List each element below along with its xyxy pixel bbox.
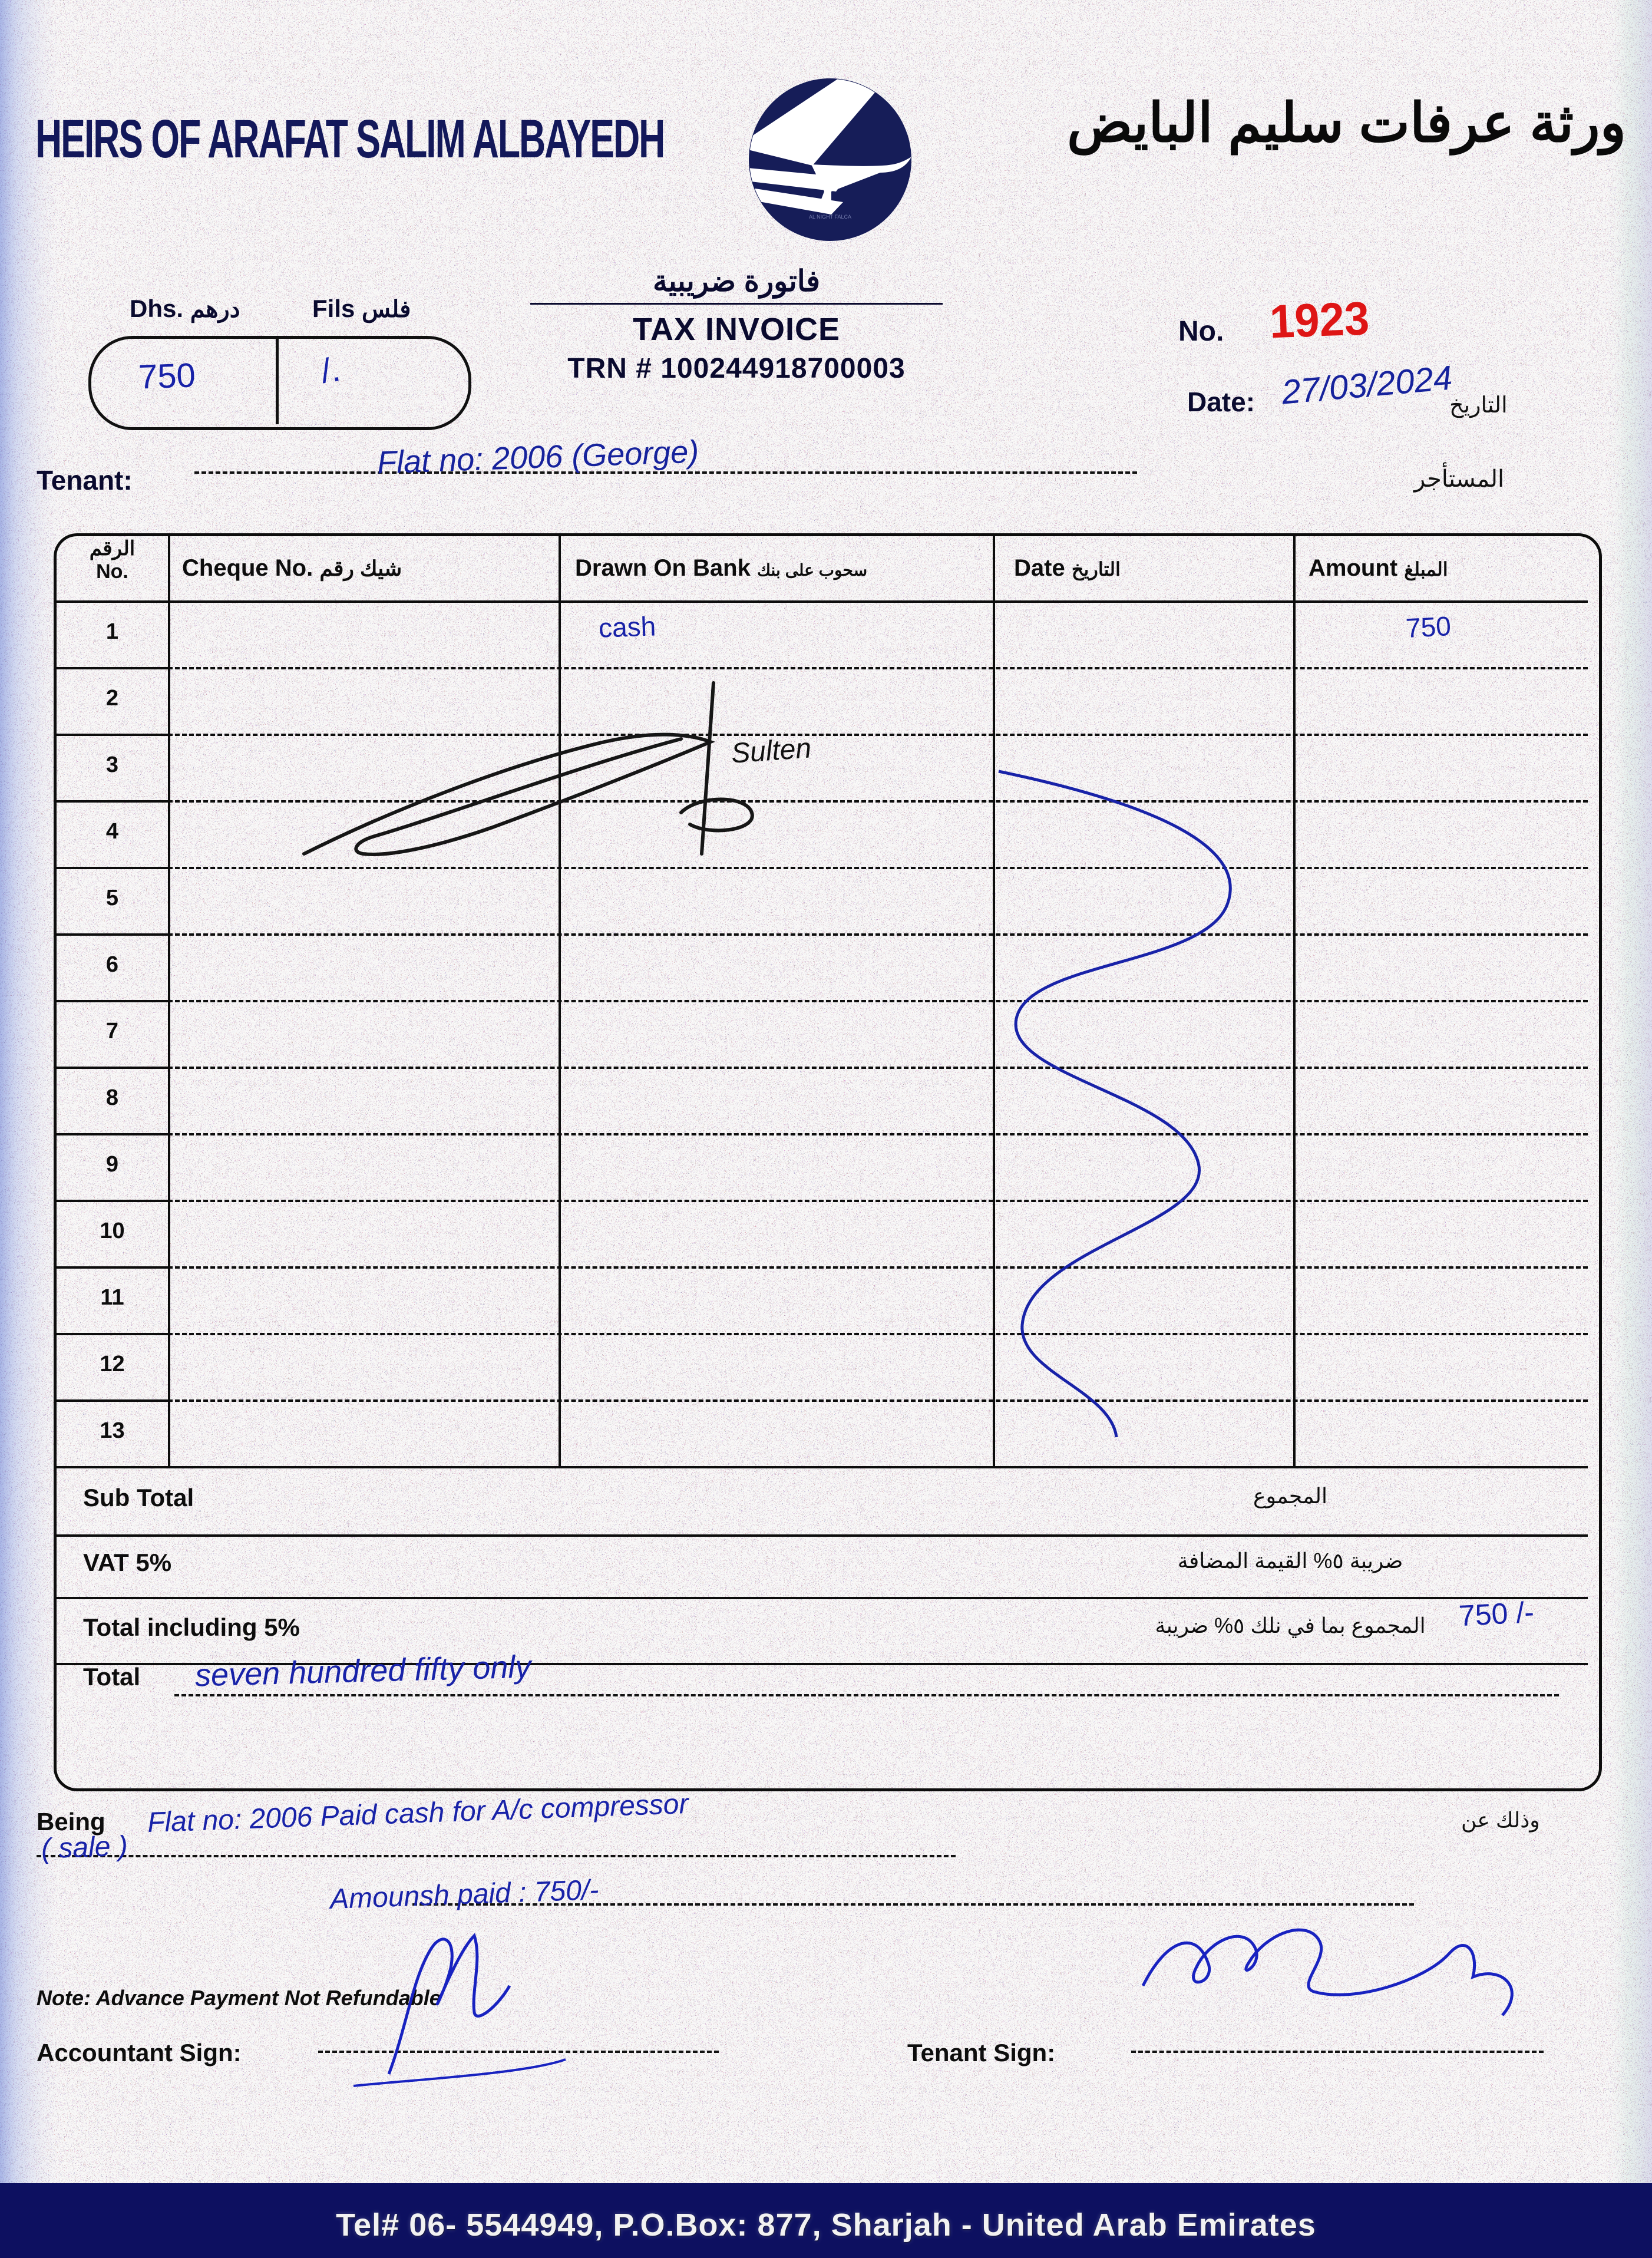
svg-text:AL NIGHT FALCA: AL NIGHT FALCA [809, 214, 851, 220]
